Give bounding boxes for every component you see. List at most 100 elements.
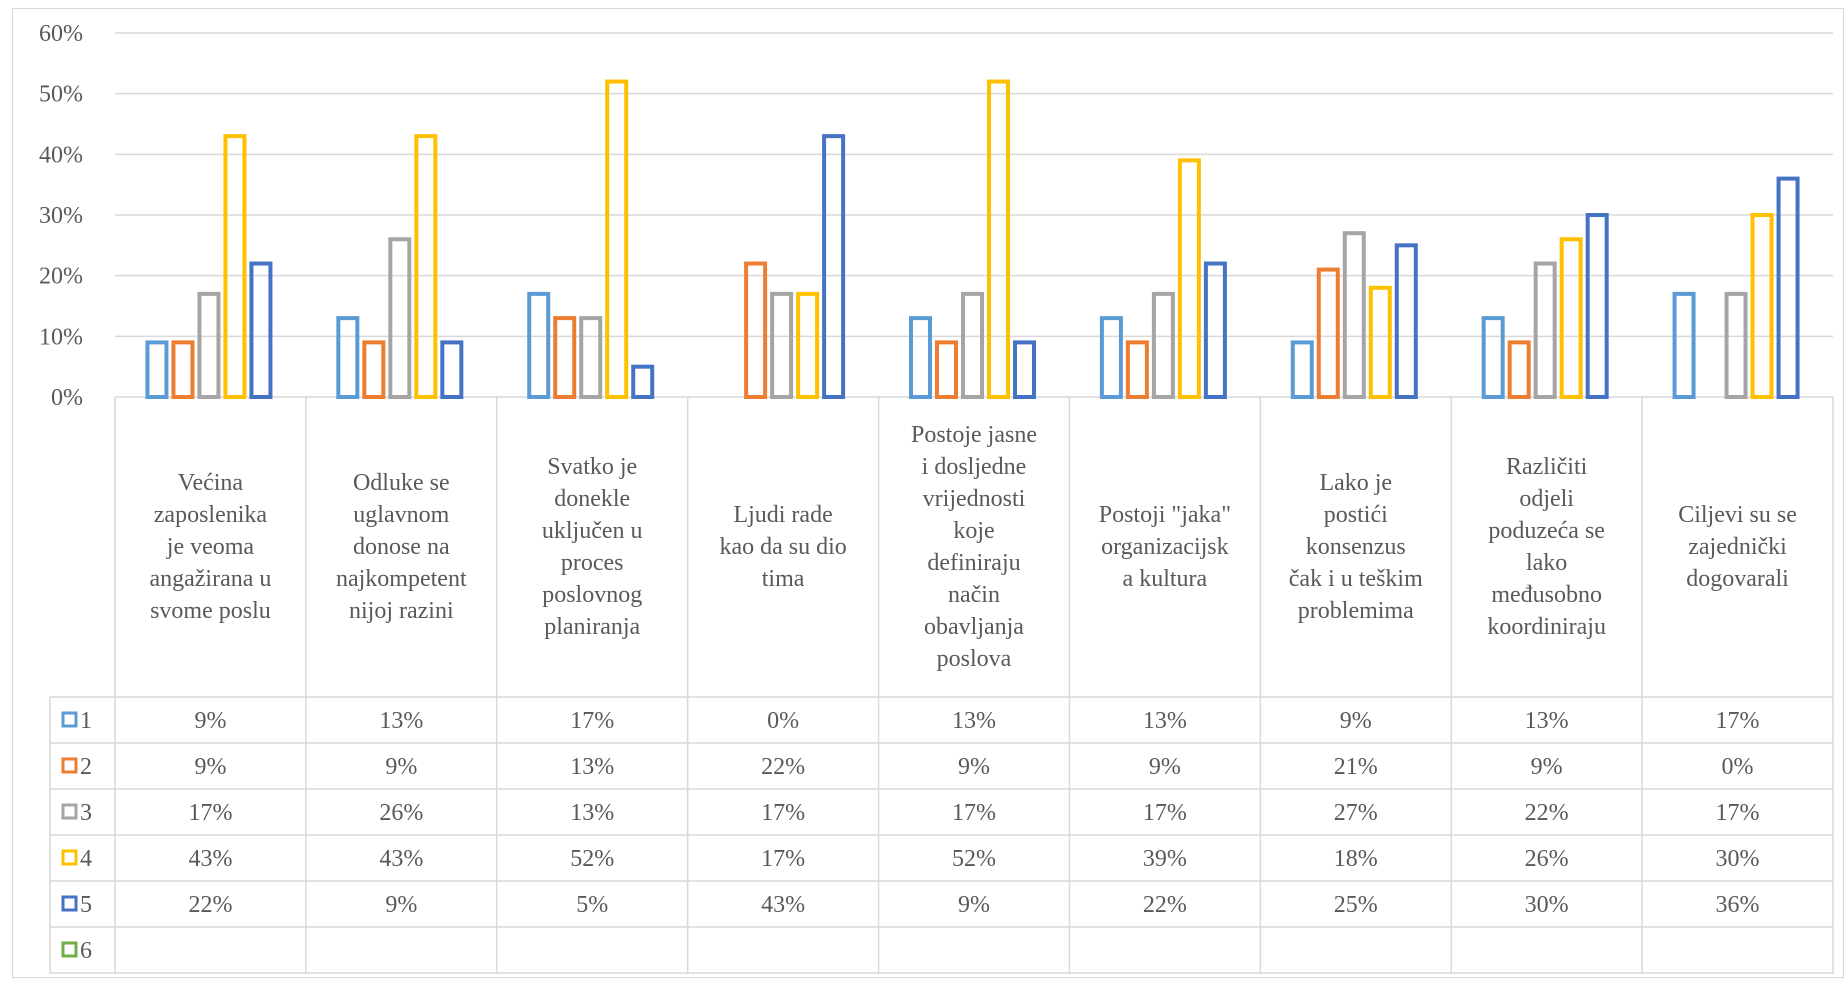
table-cell-value: 30% — [1716, 846, 1760, 872]
bar — [1750, 213, 1774, 399]
bar — [1481, 316, 1505, 399]
bar — [822, 134, 846, 399]
table-cell-value: 22% — [761, 754, 805, 780]
category-label: Većina zaposlenika je veoma angažirana u… — [149, 470, 272, 624]
category-label: Ljudi rade kao da su dio tima — [719, 502, 847, 592]
bar — [1177, 158, 1201, 399]
bar — [1203, 261, 1227, 399]
y-tick-label: 10% — [39, 324, 83, 350]
category-label: Svatko je donekle uključen u proces posl… — [541, 454, 643, 640]
bar — [579, 316, 603, 399]
category-label: Lako je postići konsenzus čak i u teškim… — [1288, 470, 1423, 624]
bar — [1533, 261, 1557, 399]
bar — [1316, 267, 1340, 400]
category-label: Različiti odjeli poduzeća se lako međuso… — [1487, 454, 1606, 640]
table-cell-value: 17% — [1716, 800, 1760, 826]
bar — [909, 316, 932, 399]
table-cell-value: 22% — [188, 892, 232, 918]
table-cell-value: 43% — [188, 846, 232, 872]
chart-frame — [12, 8, 1844, 978]
legend-key — [61, 895, 78, 912]
bar — [961, 291, 984, 399]
table-cell-value: 43% — [379, 846, 423, 872]
bar — [1776, 176, 1800, 399]
bar — [223, 134, 247, 399]
bar — [249, 261, 273, 399]
table-cell-value: 43% — [761, 892, 805, 918]
y-tick-label: 60% — [39, 21, 83, 47]
table-cell-value: 9% — [194, 708, 226, 734]
table-cell-value: 9% — [958, 754, 990, 780]
bar — [527, 291, 551, 399]
table-cell-value: 18% — [1334, 846, 1378, 872]
table-cell-value: 39% — [1143, 846, 1187, 872]
bar — [1394, 243, 1418, 399]
bar — [1672, 291, 1696, 399]
legend-key — [61, 941, 78, 958]
table-cell-value: 17% — [188, 800, 232, 826]
table-cell-value: 26% — [1525, 846, 1569, 872]
table-cell-value: 13% — [379, 708, 423, 734]
bar — [744, 261, 768, 399]
y-tick-label: 0% — [51, 385, 83, 411]
bar — [197, 291, 221, 399]
legend-key — [61, 711, 78, 728]
table-cell-value: 13% — [570, 754, 614, 780]
table-cell-value: 17% — [761, 800, 805, 826]
y-tick-label: 20% — [39, 264, 83, 290]
table-cell-value: 17% — [1143, 800, 1187, 826]
bar — [145, 340, 169, 399]
legend-label: 3 — [80, 800, 92, 826]
bar — [553, 316, 577, 399]
table-cell-value: 13% — [1525, 708, 1569, 734]
table-cell-value: 17% — [570, 708, 614, 734]
table-cell-value: 25% — [1334, 892, 1378, 918]
table-cell-value: 26% — [379, 800, 423, 826]
y-tick-label: 40% — [39, 142, 83, 168]
bar — [388, 237, 412, 399]
bar — [605, 79, 629, 400]
table-cell-value: 9% — [1531, 754, 1563, 780]
table-cell-value: 9% — [385, 754, 417, 780]
table-cell-value: 21% — [1334, 754, 1378, 780]
table-cell-value: 22% — [1525, 800, 1569, 826]
table-cell-value: 52% — [952, 846, 996, 872]
bar — [1585, 213, 1609, 399]
bar — [1559, 237, 1583, 399]
table-cell-value: 13% — [952, 708, 996, 734]
bar — [1290, 340, 1314, 399]
bar — [1724, 291, 1748, 399]
bar — [987, 79, 1010, 400]
bar — [796, 291, 820, 399]
bar — [1151, 291, 1175, 399]
category-label: Odluke se uglavnom donose na najkompeten… — [335, 470, 467, 624]
table-cell-value: 17% — [1716, 708, 1760, 734]
table-cell-value: 27% — [1334, 800, 1378, 826]
bar — [770, 291, 794, 399]
bar — [1368, 285, 1392, 399]
table-cell-value: 9% — [1149, 754, 1181, 780]
category-label: Postoje jasne i dosljedne vrijednosti ko… — [910, 422, 1037, 672]
table-cell-value: 17% — [952, 800, 996, 826]
table-cell-value: 9% — [958, 892, 990, 918]
bar — [336, 316, 360, 399]
legend-label: 1 — [80, 708, 92, 734]
table-cell-value: 5% — [576, 892, 608, 918]
bar — [1013, 340, 1036, 399]
legend-key — [61, 757, 78, 774]
table-cell-value: 52% — [570, 846, 614, 872]
bar — [631, 364, 655, 399]
bar — [171, 340, 195, 399]
table-cell-value: 13% — [570, 800, 614, 826]
bar — [440, 340, 464, 399]
legend-label: 2 — [80, 754, 92, 780]
table-cell-value: 9% — [1340, 708, 1372, 734]
legend-key — [61, 849, 78, 866]
legend-label: 5 — [80, 892, 92, 918]
legend-label: 4 — [80, 846, 92, 872]
table-cell-value: 13% — [1143, 708, 1187, 734]
bar — [1507, 340, 1531, 399]
table-cell-value: 0% — [1722, 754, 1754, 780]
table-cell-value: 22% — [1143, 892, 1187, 918]
